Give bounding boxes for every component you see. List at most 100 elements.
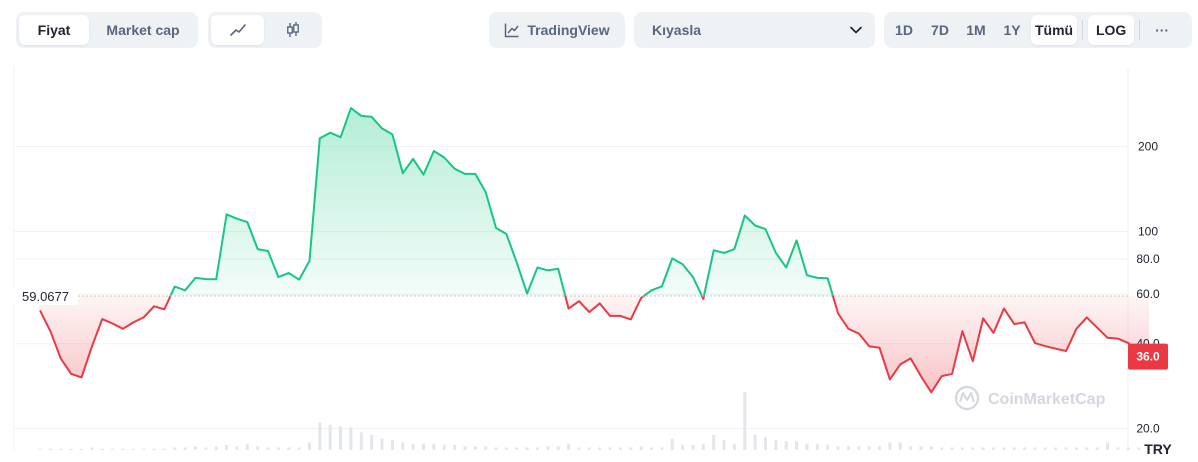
volume-bar [79, 448, 83, 450]
volume-bar [411, 443, 415, 450]
volume-bar [1012, 447, 1016, 450]
volume-bar [650, 447, 654, 450]
toolbar-divider [1082, 20, 1084, 40]
volume-bar [131, 448, 135, 450]
tradingview-label: TradingView [527, 22, 610, 38]
volume-bar [795, 441, 799, 450]
compare-dropdown[interactable]: Kıyasla [634, 12, 875, 48]
volume-bar [193, 446, 197, 450]
volume-bar [805, 443, 809, 450]
volume-bar [504, 447, 508, 450]
compare-label: Kıyasla [652, 22, 702, 38]
volume-bar [235, 446, 239, 450]
tradingview-button[interactable]: TradingView [489, 12, 625, 48]
range-1y[interactable]: 1Y [1003, 22, 1021, 38]
volume-bar [152, 448, 156, 450]
volume-bar [1116, 447, 1120, 450]
toolbar-divider [1139, 20, 1141, 40]
tab-market-cap[interactable]: Market cap [106, 22, 180, 38]
volume-bar [463, 446, 467, 450]
price-line-above [169, 107, 834, 297]
volume-bar [950, 447, 954, 450]
range-1d[interactable]: 1D [895, 22, 913, 38]
volume-bar [1002, 447, 1006, 450]
more-options-button[interactable]: ··· [1155, 22, 1170, 38]
volume-bar [494, 447, 498, 450]
reference-value: 59.0677 [22, 289, 69, 304]
volume-bar [971, 447, 975, 450]
price-chart[interactable]: CoinMarketCap 59.0677 20.040.060.080.010… [0, 60, 1198, 462]
volume-bar [919, 446, 923, 450]
volume-bar [1126, 447, 1130, 450]
volume-bar [162, 448, 166, 450]
log-scale-toggle[interactable]: LOG [1088, 15, 1135, 45]
y-tick-label: 100 [1138, 225, 1158, 239]
volume-bar [846, 446, 850, 450]
grid-lines [13, 68, 1129, 450]
volume-bar [225, 444, 229, 450]
volume-bar [266, 447, 270, 450]
volume-bar [556, 446, 560, 450]
volume-bar [48, 448, 52, 450]
volume-bar [567, 443, 571, 450]
volume-bar [390, 439, 394, 450]
volume-bar [753, 434, 757, 450]
tab-price[interactable]: Fiyat [19, 15, 89, 45]
volume-bar [909, 446, 913, 450]
volume-bar [245, 443, 249, 450]
volume-bar [370, 434, 374, 450]
volume-bar [473, 446, 477, 450]
volume-bar [339, 426, 343, 450]
volume-bar [587, 447, 591, 450]
candlestick-button[interactable] [266, 15, 319, 45]
candlestick-icon [286, 22, 299, 37]
y-tick-label: 20.0 [1136, 422, 1160, 436]
chart-type-toggle: Fiyat Market cap [16, 12, 198, 48]
volume-bar [111, 448, 115, 450]
range-all[interactable]: Tümü [1031, 15, 1078, 45]
volume-bar [722, 439, 726, 450]
volume-bar [618, 447, 622, 450]
volume-bar [318, 422, 322, 450]
coinmarketcap-logo-icon [954, 385, 980, 411]
volume-bar [256, 446, 260, 450]
volume-bar [940, 447, 944, 450]
range-7d[interactable]: 7D [931, 22, 949, 38]
volume-bar [1085, 447, 1089, 450]
volume-bar [992, 447, 996, 450]
volume-bar [691, 444, 695, 450]
volume-bar [69, 448, 73, 450]
time-range-selector: 1D 7D 1M 1Y Tümü LOG ··· [884, 12, 1192, 48]
volume-bar [701, 443, 705, 450]
price-line-below [39, 296, 1150, 394]
volume-bar [888, 442, 892, 450]
volume-bar [660, 447, 664, 450]
volume-bar [276, 447, 280, 450]
volume-bar [100, 448, 104, 450]
volume-bar [1023, 447, 1027, 450]
volume-bar [981, 447, 985, 450]
volume-bar [929, 446, 933, 450]
line-chart-button[interactable] [211, 15, 264, 45]
volume-bar [307, 442, 311, 450]
range-1m[interactable]: 1M [966, 22, 986, 38]
volume-bar [380, 438, 384, 450]
volume-bar [432, 443, 436, 450]
volume-bar [898, 442, 902, 450]
volume-bar [421, 443, 425, 450]
volume-bars [38, 392, 1151, 450]
volume-bar [287, 447, 291, 450]
volume-bar [1043, 447, 1047, 450]
volume-bar [826, 444, 830, 450]
volume-bar [732, 443, 736, 450]
volume-bar [328, 424, 332, 450]
volume-bar [1033, 447, 1037, 450]
volume-bar [836, 446, 840, 450]
volume-bar [525, 447, 529, 450]
price-chart-svg: CoinMarketCap 59.0677 20.040.060.080.010… [12, 68, 1172, 457]
volume-bar [681, 444, 685, 450]
volume-bar [598, 447, 602, 450]
line-chart-icon [229, 24, 246, 36]
volume-bar [453, 444, 457, 450]
volume-bar [349, 427, 353, 450]
